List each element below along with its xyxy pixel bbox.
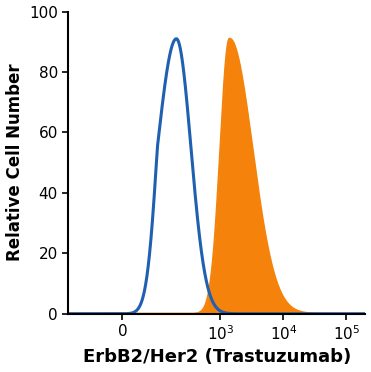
X-axis label: ErbB2/Her2 (Trastuzumab): ErbB2/Her2 (Trastuzumab): [83, 349, 351, 366]
Y-axis label: Relative Cell Number: Relative Cell Number: [6, 64, 23, 262]
